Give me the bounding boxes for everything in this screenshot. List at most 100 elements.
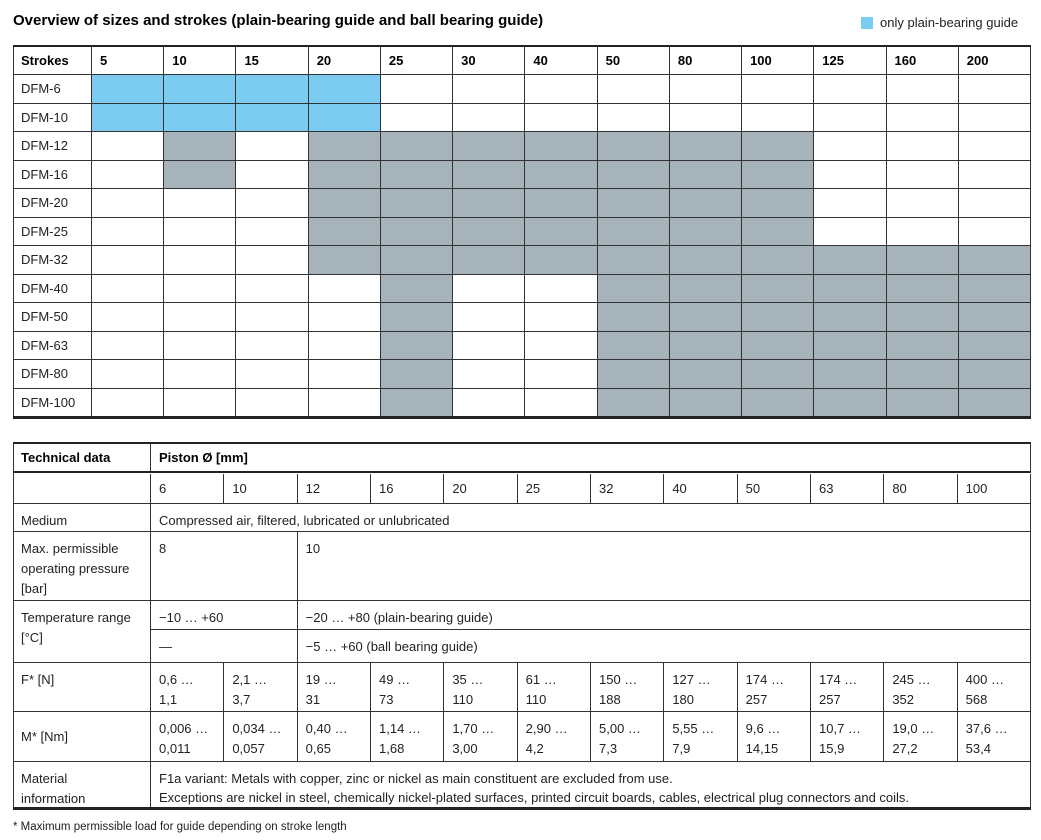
cell-text: Compressed air, filtered, lubricated or … [159, 513, 450, 528]
cell-text: 2,1 … [232, 672, 268, 687]
diameter-cell: 40 [664, 474, 738, 504]
empty-cell [164, 303, 237, 332]
available-cell [308, 217, 381, 246]
cell-text: 127 … [672, 672, 711, 687]
empty-cell [597, 103, 670, 132]
available-cell [742, 388, 815, 417]
force-cell: 49 … 73 [371, 663, 445, 712]
empty-cell [525, 388, 598, 417]
cell-text: Max. permissible [21, 541, 119, 556]
row-label: DFM-25 [13, 217, 92, 246]
empty-cell [236, 132, 309, 161]
cell-text: 257 [745, 692, 768, 707]
available-cell [380, 189, 454, 218]
cell-text: 10 [305, 541, 321, 556]
empty-cell [236, 331, 309, 360]
empty-cell [92, 274, 165, 303]
available-cell [597, 274, 670, 303]
empty-cell [92, 303, 165, 332]
empty-cell [814, 160, 887, 189]
available-cell [164, 132, 237, 161]
cell-text: 5,00 … [599, 721, 641, 736]
available-cell [380, 360, 454, 389]
force-cell: 19 … 31 [297, 663, 371, 712]
cell-text: 9,6 … [745, 721, 781, 736]
available-cell [814, 360, 887, 389]
cell-text: 5,55 … [672, 721, 715, 736]
available-cell [380, 388, 454, 417]
empty-cell [958, 217, 1031, 246]
cell-text: 400 … [965, 672, 1004, 687]
empty-cell [453, 103, 526, 132]
available-cell [958, 360, 1031, 389]
empty-cell [236, 217, 309, 246]
cell-text: 2,90 … [525, 721, 568, 736]
stroke-header: 125 [814, 47, 887, 75]
cell-text: DFM-25 [21, 223, 68, 239]
available-cell [597, 303, 670, 332]
empty-cell [92, 132, 165, 161]
available-cell [669, 360, 743, 389]
label-cell [13, 474, 151, 504]
available-cell [525, 189, 598, 218]
available-cell [669, 217, 743, 246]
stroke-header: 40 [525, 47, 598, 75]
available-cell [742, 331, 815, 360]
empty-cell [164, 360, 237, 389]
empty-cell [886, 189, 959, 218]
cell-text: Temperature range [21, 610, 131, 625]
available-cell [669, 132, 743, 161]
empty-cell [453, 388, 526, 417]
available-cell [308, 189, 381, 218]
empty-cell [814, 132, 887, 161]
cell-text: Strokes [21, 53, 69, 68]
empty-cell [886, 160, 959, 189]
available-cell [453, 246, 526, 275]
moment-cell: 5,55 … 7,9 [664, 712, 738, 762]
available-cell [597, 360, 670, 389]
available-cell [597, 246, 670, 275]
available-cell [669, 160, 743, 189]
cell-text: 19,0 … [892, 721, 935, 736]
cell-text: 100 [965, 481, 988, 496]
cell-text: DFM-20 [21, 195, 68, 211]
moment-cell: 1,14 … 1,68 [371, 712, 445, 762]
cell-text: 0,057 [232, 741, 265, 756]
row-label: Material information [13, 762, 151, 808]
cell-text: M* [Nm] [21, 729, 68, 744]
cell-text: DFM-80 [21, 366, 68, 382]
cell-text: DFM-50 [21, 309, 68, 325]
available-cell [742, 274, 815, 303]
cell-text: 0,6 … [159, 672, 194, 687]
available-cell [453, 217, 526, 246]
available-cell [164, 160, 237, 189]
cell-text: 10,7 … [819, 721, 861, 736]
empty-cell [958, 103, 1031, 132]
stroke-header: 5 [92, 47, 165, 75]
stroke-header: 25 [380, 47, 454, 75]
cell-text: 188 [599, 692, 621, 707]
rule [13, 471, 1031, 473]
empty-cell [453, 274, 526, 303]
force-cell: 174 … 257 [811, 663, 885, 712]
empty-cell [380, 75, 454, 104]
cell-text: 0,034 … [232, 721, 282, 736]
value-cell: −10 … +60 [151, 601, 298, 630]
cell-text: 160 [894, 53, 917, 68]
row-label: DFM-12 [13, 132, 92, 161]
cell-text: 180 [672, 692, 695, 707]
footnote: * Maximum permissible load for guide dep… [13, 821, 347, 833]
available-cell [742, 360, 815, 389]
row-label: F* [N] [13, 663, 151, 712]
empty-cell [92, 360, 165, 389]
empty-cell [525, 360, 598, 389]
header-cell: Strokes [13, 47, 92, 75]
empty-cell [92, 388, 165, 417]
cell-text: −20 … +80 (plain-bearing guide) [305, 610, 493, 625]
cell-text: 19 … [305, 672, 337, 687]
legend-swatch [861, 17, 873, 29]
empty-cell [886, 132, 959, 161]
available-cell [958, 303, 1031, 332]
empty-cell [308, 360, 381, 389]
cell-text: 49 … [379, 672, 411, 687]
